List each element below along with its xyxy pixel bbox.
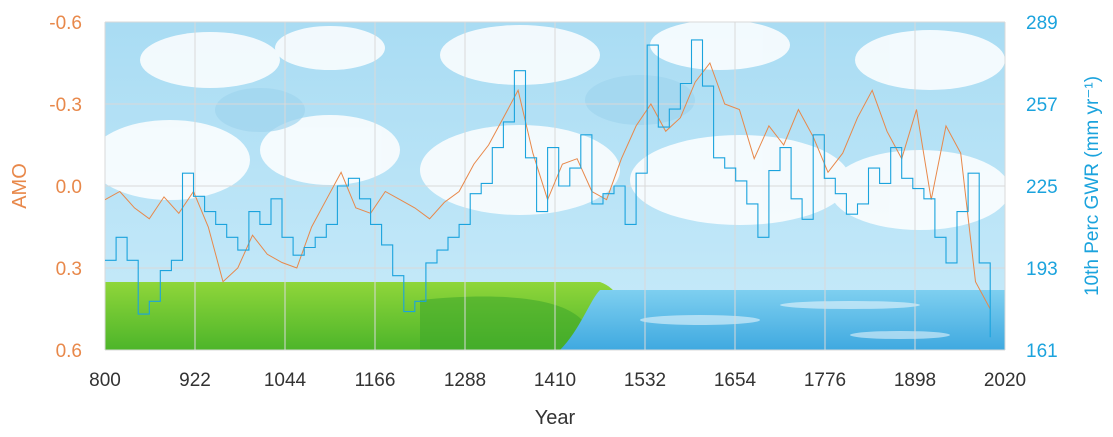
x-tick-label: 1532 — [624, 370, 666, 391]
background-illustration — [105, 22, 1005, 350]
y-right-tick-label: 193 — [1026, 259, 1058, 280]
x-axis-title: Year — [535, 407, 576, 429]
y-right-axis-title: 10th Perc GWR (mm yr⁻¹) — [1082, 76, 1103, 296]
x-tick-label: 1288 — [444, 370, 486, 391]
x-tick-label: 1044 — [264, 370, 307, 391]
x-tick-label: 1410 — [534, 370, 576, 391]
y-left-axis-title: AMO — [9, 163, 31, 209]
y-left-tick-label: 0.3 — [56, 259, 82, 280]
y-right-tick-label: 161 — [1026, 341, 1058, 362]
x-tick-label: 1654 — [714, 370, 757, 391]
y-left-axis-ticks: -0.6 -0.3 0.0 0.3 0.6 — [49, 13, 82, 362]
y-right-axis-ticks: 289 257 225 193 161 — [1026, 13, 1058, 362]
y-left-tick-label: -0.6 — [49, 13, 82, 34]
x-tick-label: 922 — [179, 370, 211, 391]
x-tick-label: 2020 — [984, 370, 1026, 391]
x-axis-ticks: 800 922 1044 1166 1288 1410 1532 1654 1776 1898 20… — [89, 370, 1026, 391]
y-left-tick-label: 0.6 — [56, 341, 82, 362]
x-tick-label: 1776 — [804, 370, 846, 391]
x-tick-label: 1898 — [894, 370, 936, 391]
grid-lines — [104, 21, 1006, 351]
y-right-tick-label: 225 — [1026, 177, 1058, 198]
y-left-tick-label: 0.0 — [56, 177, 82, 198]
gwr-series-line — [105, 39, 991, 338]
x-tick-label: 1166 — [355, 370, 396, 391]
y-right-tick-label: 257 — [1026, 95, 1058, 116]
y-right-tick-label: 289 — [1026, 13, 1058, 34]
y-left-tick-label: -0.3 — [49, 95, 82, 116]
x-tick-label: 800 — [89, 370, 121, 391]
